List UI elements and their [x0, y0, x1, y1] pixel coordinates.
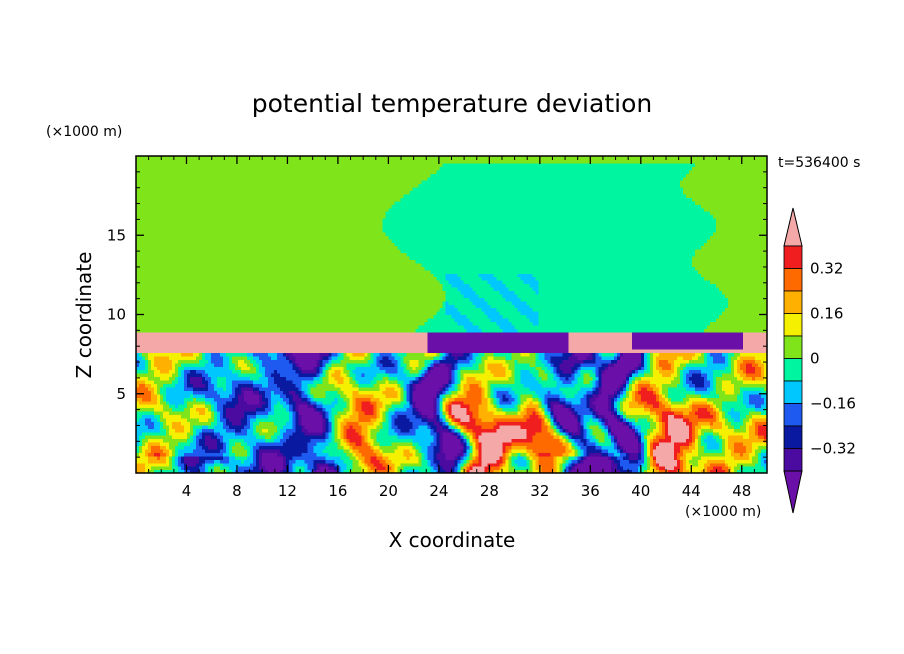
x-axis-label: X coordinate	[389, 528, 516, 552]
colorbar-swatch	[783, 290, 803, 314]
colorbar-swatch	[783, 358, 803, 382]
colorbar-swatch	[783, 245, 803, 269]
x-tick-label: 28	[480, 482, 499, 500]
colorbar-swatch	[783, 268, 803, 292]
x-tick-label: 36	[581, 482, 600, 500]
y-axis-label: Z coordinate	[72, 252, 96, 379]
x-tick-label: 24	[429, 482, 448, 500]
y-unit-label: (×1000 m)	[46, 124, 122, 140]
x-tick-label: 8	[232, 482, 242, 500]
time-label: t=536400 s	[778, 155, 860, 171]
x-tick-label: 32	[530, 482, 549, 500]
colorbar-tick-label: 0	[810, 350, 820, 368]
chart-title: potential temperature deviation	[252, 89, 652, 118]
x-tick-label: 16	[328, 482, 347, 500]
y-axis: 5 10 15	[107, 171, 767, 458]
y-tick-label: 15	[107, 226, 126, 244]
colorbar-swatch	[783, 448, 803, 472]
x-tick-label: 40	[631, 482, 650, 500]
colorbar: 0.32 0.16 0 −0.16 −0.32	[783, 207, 856, 514]
x-unit-label: (×1000 m)	[685, 504, 761, 520]
x-axis: 4 8 12 16 20 24 28 32 36 40 44 48	[148, 156, 755, 500]
y-tick-label: 10	[107, 306, 126, 324]
colorbar-tick-label: 0.16	[810, 305, 843, 323]
y-tick-label: 5	[116, 385, 126, 403]
colorbar-tick-label: −0.16	[810, 395, 856, 413]
colorbar-swatch	[783, 380, 803, 404]
x-tick-label: 44	[682, 482, 701, 500]
colorbar-swatch	[783, 403, 803, 427]
x-tick-label: 48	[732, 482, 751, 500]
x-tick-label: 20	[379, 482, 398, 500]
colorbar-tick-label: 0.32	[810, 260, 843, 278]
x-tick-label: 12	[278, 482, 297, 500]
x-tick-label: 4	[182, 482, 192, 500]
heatmap-field	[136, 156, 767, 473]
colorbar-swatch	[783, 335, 803, 359]
colorbar-swatch	[783, 425, 803, 449]
colorbar-tick-label: −0.32	[810, 440, 856, 458]
colorbar-extend-bottom	[783, 470, 803, 514]
colorbar-extend-top	[783, 207, 803, 247]
colorbar-swatch	[783, 313, 803, 337]
